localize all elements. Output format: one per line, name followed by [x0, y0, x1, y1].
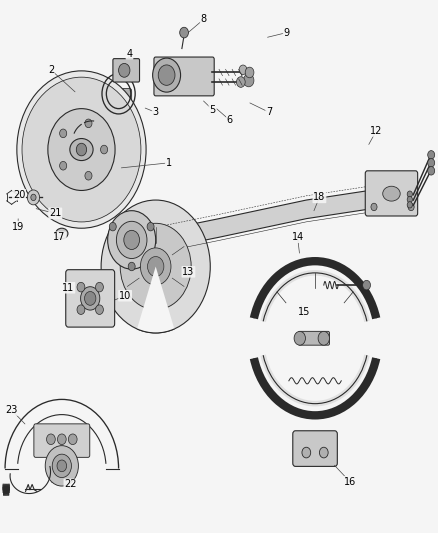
- Circle shape: [77, 282, 85, 292]
- Text: 7: 7: [266, 107, 272, 117]
- Text: 6: 6: [227, 115, 233, 125]
- FancyBboxPatch shape: [154, 57, 214, 96]
- FancyBboxPatch shape: [101, 88, 132, 136]
- Circle shape: [119, 63, 130, 77]
- FancyBboxPatch shape: [293, 431, 337, 466]
- FancyBboxPatch shape: [34, 424, 90, 457]
- Ellipse shape: [70, 139, 93, 160]
- Circle shape: [27, 190, 39, 205]
- Text: 22: 22: [64, 480, 77, 489]
- Circle shape: [158, 65, 175, 85]
- Circle shape: [95, 305, 103, 314]
- Circle shape: [60, 129, 67, 138]
- FancyBboxPatch shape: [66, 270, 115, 327]
- Circle shape: [76, 143, 87, 156]
- Text: 2: 2: [48, 65, 54, 75]
- Circle shape: [318, 332, 329, 345]
- Text: 20: 20: [13, 190, 25, 200]
- Circle shape: [408, 203, 414, 211]
- Text: 10: 10: [119, 290, 131, 301]
- Circle shape: [237, 77, 245, 87]
- Circle shape: [85, 119, 92, 128]
- Circle shape: [22, 77, 141, 222]
- FancyBboxPatch shape: [298, 332, 329, 345]
- Circle shape: [239, 65, 247, 75]
- Circle shape: [117, 221, 147, 259]
- Circle shape: [407, 201, 413, 208]
- Circle shape: [81, 287, 100, 310]
- Circle shape: [302, 447, 311, 458]
- Text: 16: 16: [344, 477, 356, 487]
- Circle shape: [148, 256, 164, 277]
- Circle shape: [101, 145, 108, 154]
- FancyBboxPatch shape: [365, 171, 418, 216]
- Text: 21: 21: [49, 208, 61, 219]
- Circle shape: [427, 159, 434, 167]
- Circle shape: [427, 151, 434, 159]
- Text: 8: 8: [201, 14, 207, 25]
- Text: 3: 3: [152, 107, 159, 117]
- Text: 5: 5: [209, 104, 215, 115]
- Circle shape: [244, 74, 254, 87]
- Circle shape: [68, 434, 77, 445]
- Circle shape: [77, 305, 85, 314]
- Text: 11: 11: [62, 283, 74, 293]
- Wedge shape: [137, 266, 174, 333]
- Circle shape: [85, 172, 92, 180]
- Circle shape: [141, 248, 171, 285]
- Circle shape: [57, 434, 66, 445]
- Text: 9: 9: [284, 28, 290, 38]
- Text: 14: 14: [291, 232, 304, 243]
- Ellipse shape: [56, 228, 68, 239]
- Text: 19: 19: [12, 222, 24, 232]
- Circle shape: [17, 71, 146, 228]
- Circle shape: [371, 203, 377, 211]
- Circle shape: [152, 58, 180, 92]
- Circle shape: [294, 332, 305, 345]
- Circle shape: [407, 196, 413, 203]
- Text: 23: 23: [5, 405, 18, 415]
- Text: 12: 12: [370, 126, 382, 136]
- Text: 18: 18: [313, 192, 325, 203]
- Circle shape: [245, 67, 254, 78]
- Circle shape: [46, 434, 55, 445]
- Circle shape: [45, 446, 78, 486]
- Circle shape: [85, 292, 96, 305]
- Circle shape: [120, 223, 191, 310]
- Circle shape: [109, 222, 116, 231]
- Text: 15: 15: [298, 306, 311, 317]
- Circle shape: [31, 194, 36, 200]
- Circle shape: [57, 460, 67, 472]
- Circle shape: [128, 262, 135, 271]
- Circle shape: [319, 447, 328, 458]
- Text: 13: 13: [182, 267, 194, 277]
- Text: 4: 4: [127, 49, 133, 59]
- Circle shape: [147, 222, 154, 231]
- Circle shape: [108, 211, 155, 269]
- Circle shape: [95, 282, 103, 292]
- Circle shape: [124, 230, 140, 249]
- Circle shape: [60, 161, 67, 170]
- Ellipse shape: [383, 186, 400, 201]
- Circle shape: [48, 109, 115, 190]
- Polygon shape: [123, 184, 416, 251]
- Circle shape: [427, 166, 434, 175]
- Circle shape: [407, 191, 413, 197]
- Text: 17: 17: [53, 232, 66, 243]
- Circle shape: [363, 280, 371, 290]
- Circle shape: [101, 200, 210, 333]
- Text: 1: 1: [166, 158, 172, 168]
- FancyBboxPatch shape: [113, 59, 140, 82]
- Circle shape: [52, 454, 71, 478]
- Circle shape: [180, 27, 188, 38]
